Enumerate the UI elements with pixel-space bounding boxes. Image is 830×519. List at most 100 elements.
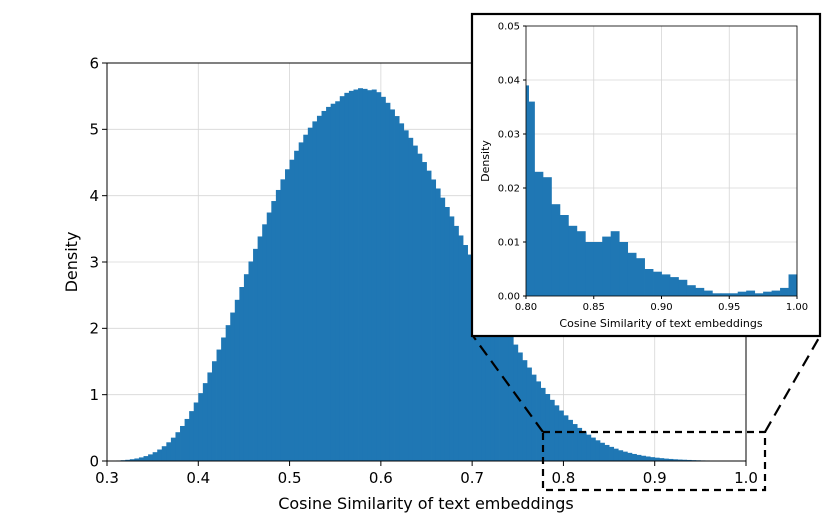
histogram-bar (152, 452, 158, 461)
histogram-bar (380, 96, 386, 461)
x-tick-label: 0.80 (515, 302, 537, 313)
histogram-bar (298, 142, 304, 461)
histogram-bar (376, 92, 382, 461)
histogram-bar (367, 90, 373, 462)
histogram-bar (508, 336, 514, 461)
histogram-bar (682, 459, 688, 461)
histogram-bar (763, 291, 772, 296)
histogram-bar (285, 169, 290, 462)
histogram-bar (408, 137, 414, 461)
histogram-bar (602, 236, 612, 296)
histogram-bar (663, 458, 669, 461)
histogram-bar (559, 215, 569, 296)
inset-bars (526, 85, 798, 297)
histogram-bar (746, 290, 756, 296)
histogram-bar (207, 372, 213, 461)
histogram-bar (672, 459, 678, 461)
histogram-bar (125, 459, 131, 461)
histogram-bar (431, 179, 437, 462)
histogram-bar (636, 454, 642, 461)
histogram-bar (499, 319, 505, 461)
histogram-bar (221, 337, 227, 461)
y-tick-label: 0.03 (498, 130, 520, 141)
histogram-bar (754, 293, 764, 296)
histogram-bar (720, 293, 730, 296)
histogram-bar (449, 216, 455, 461)
y-tick-label: 0.05 (498, 22, 520, 33)
zoom-connector-right (764, 335, 821, 433)
histogram-bar (595, 440, 601, 461)
histogram-bar (394, 116, 400, 462)
histogram-bar (609, 446, 615, 461)
main-x-ticks: 0.3 0.4 0.5 0.6 0.7 0.8 0.9 1.0 (95, 461, 758, 487)
zoom-region-box (541, 430, 767, 492)
histogram-bar (353, 89, 359, 462)
histogram-bar (568, 225, 578, 296)
histogram-bar (542, 177, 552, 296)
histogram-bar (138, 457, 144, 461)
x-tick-label: 0.85 (583, 302, 605, 313)
x-tick-label: 0.3 (95, 469, 119, 487)
histogram-bar (645, 456, 651, 461)
histogram-bar (467, 254, 473, 461)
histogram-bar (253, 248, 259, 461)
histogram-bar (481, 283, 487, 461)
histogram-bar (622, 451, 628, 461)
histogram-bar (677, 459, 683, 461)
histogram-bar (289, 159, 295, 462)
histogram-bar (175, 432, 181, 461)
histogram-bar (463, 245, 468, 461)
y-tick-label: 6 (89, 54, 99, 72)
histogram-bar (257, 236, 263, 461)
histogram-bar (604, 444, 610, 461)
histogram-bar (661, 274, 671, 296)
histogram-bar (737, 291, 747, 296)
histogram-bar (669, 277, 679, 296)
histogram-bar (526, 101, 535, 296)
histogram-bar (599, 442, 605, 461)
histogram-bar (554, 405, 560, 461)
histogram-bar (619, 242, 629, 296)
histogram-bar (170, 437, 176, 461)
histogram-bar (129, 459, 135, 461)
histogram-bar (280, 179, 286, 461)
histogram-bar (417, 153, 423, 461)
histogram-bar (695, 287, 705, 296)
histogram-bar (729, 293, 739, 296)
histogram-bar (184, 418, 190, 461)
histogram-bar (618, 450, 624, 461)
histogram-bar (193, 402, 199, 461)
x-tick-label: 0.95 (718, 302, 740, 313)
histogram-bar (585, 242, 595, 296)
histogram-bar (230, 312, 236, 461)
x-tick-label: 1.00 (786, 302, 808, 313)
histogram-bar (504, 327, 510, 461)
histogram-bar (412, 145, 418, 461)
histogram-bar (641, 455, 646, 461)
histogram-bar (771, 290, 781, 296)
histogram-bar (780, 287, 789, 296)
histogram-bar (348, 90, 354, 462)
histogram-bar (563, 415, 569, 461)
histogram-bar (385, 102, 391, 462)
histogram-bar (262, 224, 268, 461)
histogram-bar (321, 110, 327, 462)
histogram-bar (211, 361, 217, 461)
y-tick-label: 0.04 (498, 76, 520, 87)
x-tick-label: 0.5 (278, 469, 302, 487)
histogram-bar (157, 449, 163, 461)
histogram-bar (371, 89, 377, 462)
histogram-bar (202, 383, 208, 461)
histogram-bar (453, 225, 459, 461)
zoom-connector-left (472, 335, 544, 433)
histogram-bar (551, 204, 561, 296)
histogram-bar (536, 381, 542, 461)
histogram-bar (362, 88, 368, 462)
histogram-bar (403, 130, 409, 461)
histogram-bar (636, 258, 645, 296)
histogram-bar (610, 231, 620, 296)
histogram-bar (531, 374, 537, 461)
histogram-bar (549, 399, 555, 461)
x-tick-label: 0.9 (643, 469, 667, 487)
histogram-bar (686, 285, 696, 296)
